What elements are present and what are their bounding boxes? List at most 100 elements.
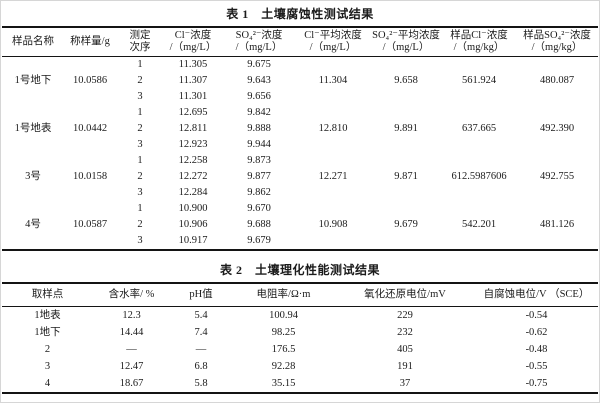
- col-header-sample-cl: 样品Cl⁻浓度/（mg/kg）: [442, 27, 516, 57]
- col-header-resistivity: 电阻率/Ω·m: [232, 283, 335, 307]
- measure-order-cell: 1: [137, 203, 143, 214]
- corrosion-potential-cell: -0.75: [525, 378, 548, 389]
- measure-order-cell: 2: [137, 219, 143, 230]
- sample-name-cell: 4号: [25, 219, 41, 230]
- so4-value-cell: 9.688: [247, 219, 271, 230]
- water-content-cell: 18.67: [119, 378, 144, 389]
- col-header-so4-concentration: SO₄²⁻浓度/（mg/L）: [222, 27, 296, 57]
- sample-name-cell: 3号: [25, 171, 41, 182]
- measure-order-cell: 1: [137, 155, 143, 166]
- so4-average-cell: 9.679: [394, 219, 418, 230]
- spacer: [2, 251, 598, 261]
- so4-value-cell: 9.888: [247, 123, 271, 134]
- sample-cl-cell: 637.665: [461, 123, 497, 134]
- so4-value-cell: 9.643: [247, 75, 271, 86]
- so4-value-cell: 9.862: [247, 187, 271, 198]
- measure-order-cell: 1: [137, 107, 143, 118]
- table-row: 3 12.47 6.8 92.28 191 -0.55: [2, 358, 598, 375]
- table2-header-row: 取样点 含水率/ % pH值 电阻率/Ω·m 氧化还原电位/mV 自腐蚀电位/V…: [2, 283, 598, 307]
- ph-cell: 6.8: [194, 361, 208, 372]
- measure-order-cell: 2: [137, 171, 143, 182]
- sample-cl-cell: 542.201: [461, 219, 497, 230]
- sample-name-cell: 1号地下: [14, 75, 52, 86]
- header-unit: /（mg/L）: [169, 42, 217, 53]
- corrosion-potential-cell: -0.54: [525, 310, 548, 321]
- header-line: 样品SO₄²⁻浓度: [523, 30, 591, 41]
- corrosion-potential-cell: -0.62: [525, 327, 548, 338]
- table-row: 3号 10.0158 1 12.258 9.873 12.271 9.871 6…: [2, 153, 598, 182]
- cl-value-cell: 12.272: [178, 171, 208, 182]
- water-content-cell: 14.44: [119, 327, 144, 338]
- sampling-point-cell: 2: [44, 344, 51, 355]
- header-unit: /（mg/kg）: [453, 42, 505, 53]
- so4-value-cell: 9.944: [247, 139, 271, 150]
- measure-order-cell: 3: [137, 235, 143, 246]
- cl-value-cell: 11.301: [178, 91, 208, 102]
- sampling-point-cell: 4: [44, 378, 51, 389]
- so4-value-cell: 9.670: [247, 203, 271, 214]
- sample-weight-cell: 10.0442: [72, 123, 108, 134]
- so4-value-cell: 9.842: [247, 107, 271, 118]
- measure-order-cell: 2: [137, 123, 143, 134]
- header-line: 样品名称: [12, 36, 54, 47]
- col-header-cl-average: Cl⁻平均浓度/（mg/L）: [296, 27, 370, 57]
- measure-order-cell: 3: [137, 187, 143, 198]
- redox-potential-cell: 191: [397, 361, 413, 372]
- header-line: 次序: [129, 42, 151, 53]
- table1-header-row: 样品名称 称样量/g 测定 次序 Cl⁻浓度/（mg/L） SO₄²⁻浓度/（mg…: [2, 27, 598, 57]
- cl-value-cell: 10.917: [178, 235, 208, 246]
- cl-value-cell: 11.305: [178, 59, 208, 70]
- redox-potential-cell: 405: [397, 344, 413, 355]
- ph-cell: 5.4: [194, 310, 208, 321]
- so4-value-cell: 9.679: [247, 235, 271, 246]
- sample-so4-cell: 480.087: [539, 75, 575, 86]
- table-row: 4号 10.0587 1 10.900 9.670 10.908 9.679 5…: [2, 201, 598, 230]
- ph-cell: 5.8: [194, 378, 208, 389]
- corrosion-potential-cell: -0.48: [525, 344, 548, 355]
- cl-value-cell: 12.258: [178, 155, 208, 166]
- resistivity-cell: 92.28: [271, 361, 296, 372]
- sample-cl-cell: 561.924: [461, 75, 497, 86]
- water-content-cell: 12.3: [122, 310, 141, 321]
- measure-order-cell: 2: [137, 75, 143, 86]
- so4-average-cell: 9.871: [394, 171, 418, 182]
- col-header-sampling-point: 取样点: [2, 283, 93, 307]
- table-row: 2 — — 176.5 405 -0.48: [2, 341, 598, 358]
- measure-order-cell: 3: [137, 139, 143, 150]
- table-row: 3 12.923 9.944: [2, 137, 598, 153]
- header-line: Cl⁻浓度: [174, 30, 212, 41]
- sampling-point-cell: 1地表: [34, 310, 61, 321]
- cl-average-cell: 10.908: [318, 219, 348, 230]
- col-header-redox-potential: 氧化还原电位/mV: [335, 283, 475, 307]
- table2-title: 表 2 土壤理化性能测试结果: [219, 263, 380, 277]
- cl-value-cell: 12.923: [178, 139, 208, 150]
- col-header-sample-weight: 称样量/g: [64, 27, 116, 57]
- cl-value-cell: 10.906: [178, 219, 208, 230]
- resistivity-cell: 176.5: [271, 344, 296, 355]
- header-line: Cl⁻平均浓度: [304, 30, 362, 41]
- col-header-measure-order: 测定 次序: [116, 27, 164, 57]
- table-row: 2 11.307 9.643: [2, 73, 598, 89]
- header-unit: /（mg/kg）: [531, 42, 583, 53]
- sampling-point-cell: 3: [44, 361, 51, 372]
- table-row: 2 12.811 9.888: [2, 121, 598, 137]
- cl-value-cell: 11.307: [178, 75, 208, 86]
- so4-value-cell: 9.656: [247, 91, 271, 102]
- table1-corrosivity-results: 样品名称 称样量/g 测定 次序 Cl⁻浓度/（mg/L） SO₄²⁻浓度/（mg…: [2, 26, 598, 251]
- table1-title: 表 1 土壤腐蚀性测试结果: [226, 7, 374, 21]
- so4-value-cell: 9.873: [247, 155, 271, 166]
- sample-weight-cell: 10.0158: [72, 171, 108, 182]
- header-unit: /（mg/L）: [382, 42, 430, 53]
- col-header-ph: pH值: [170, 283, 232, 307]
- header-line: SO₄²⁻平均浓度: [372, 30, 440, 41]
- table2-physicochemical-results: 取样点 含水率/ % pH值 电阻率/Ω·m 氧化还原电位/mV 自腐蚀电位/V…: [2, 282, 598, 394]
- resistivity-cell: 100.94: [269, 310, 298, 321]
- redox-potential-cell: 37: [399, 378, 411, 389]
- cl-average-cell: 12.810: [318, 123, 348, 134]
- measure-order-cell: 3: [137, 91, 143, 102]
- table-row: 1地表 12.3 5.4 100.94 229 -0.54: [2, 307, 598, 325]
- table-row: 3 12.284 9.862: [2, 185, 598, 201]
- table-row: 1号地下 10.0586 1 11.305 9.675 11.304 9.658…: [2, 57, 598, 86]
- sample-weight-cell: 10.0586: [72, 75, 108, 86]
